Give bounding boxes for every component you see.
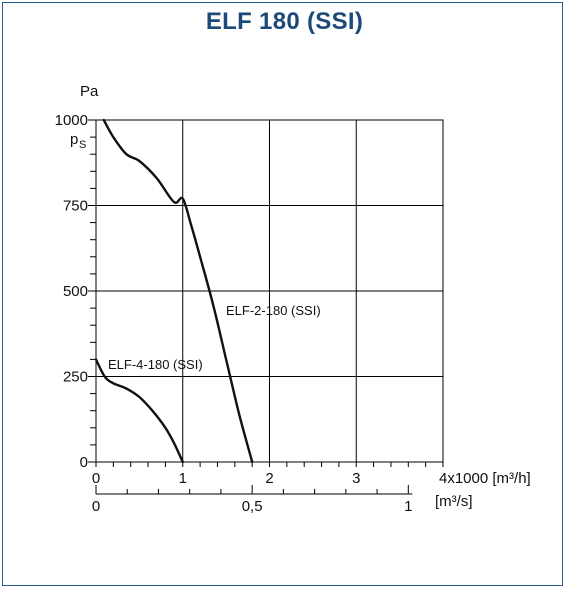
y-tick-label: 500 <box>63 283 88 300</box>
x2-tick-label: 1 <box>404 498 412 515</box>
chart-labels: 0 250 500 750 1000 0 1 2 3 4x1000 [m³/h] 0 0,5 1 [m³/… <box>55 83 531 515</box>
series-curves <box>94 118 254 464</box>
series-label-1: ELF-2-180 (SSI) <box>226 303 321 318</box>
grid-lines <box>95 119 444 463</box>
x-tick-label: 3 <box>352 470 360 487</box>
series-line-2 <box>94 358 184 464</box>
x2-axis-unit: [m³/s] <box>435 493 473 510</box>
x-tick-label: 2 <box>265 470 273 487</box>
chart-frame <box>2 2 563 586</box>
x2-tick-label: 0,5 <box>242 498 263 515</box>
series-line-1 <box>102 118 254 464</box>
x-tick-label: 0 <box>92 470 100 487</box>
y-axis-symbol-subscript: S <box>79 139 86 151</box>
y-tick-label: 1000 <box>55 112 88 129</box>
series-label-2: ELF-4-180 (SSI) <box>108 357 203 372</box>
y-axis-unit: Pa <box>80 83 99 100</box>
chart-title: ELF 180 (SSI) <box>205 8 364 35</box>
y-axis-symbol: p <box>70 131 78 148</box>
axes <box>88 119 444 495</box>
y-tick-label: 0 <box>80 454 88 471</box>
y-tick-label: 750 <box>63 198 88 215</box>
x2-tick-label: 0 <box>92 498 100 515</box>
x-axis-unit: 4x1000 [m³/h] <box>439 470 531 487</box>
y-tick-label: 250 <box>63 369 88 386</box>
x-tick-label: 1 <box>179 470 187 487</box>
